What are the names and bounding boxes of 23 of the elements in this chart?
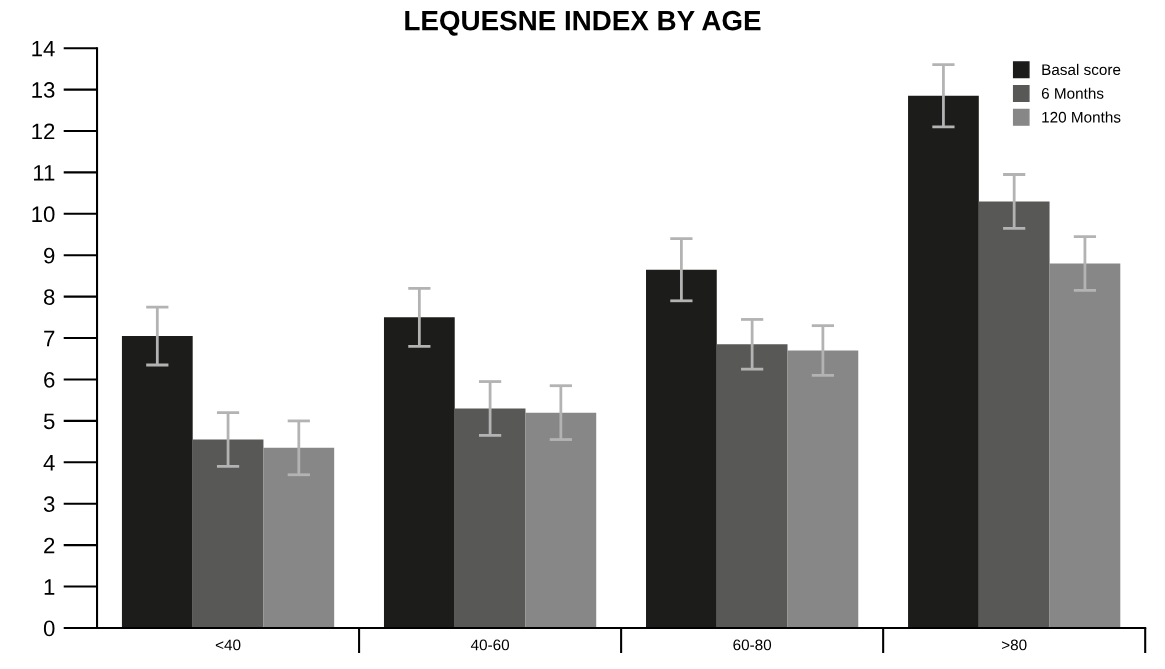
x-tick-label: >80 (1001, 639, 1027, 651)
y-tick-label: 3 (43, 496, 55, 513)
y-tick-label: 10 (32, 206, 55, 223)
chart-title: LEQUESNE INDEX BY AGE (405, 10, 761, 36)
legend-label: 6 Months (1041, 87, 1104, 99)
y-tick-label: 6 (44, 372, 55, 388)
y-tick-label: 8 (43, 289, 55, 305)
y-tick-label: 7 (44, 330, 55, 347)
y-tick-label: 14 (32, 40, 55, 57)
legend-label: 120 Months (1042, 111, 1121, 123)
legend-label: Basal score (1042, 63, 1121, 76)
y-tick-label: 9 (44, 247, 55, 264)
y-tick-label: 12 (32, 123, 55, 140)
y-tick-label: 11 (34, 165, 55, 181)
y-tick-label: 4 (43, 455, 55, 471)
x-tick-label: 40-60 (470, 639, 510, 651)
x-tick-label: 60-80 (733, 639, 772, 651)
y-tick-label: 0 (43, 620, 55, 637)
y-tick-label: 5 (43, 413, 55, 430)
y-tick-label: 13 (32, 82, 55, 98)
y-tick-label: 2 (44, 537, 55, 554)
y-tick-label: 1 (44, 579, 55, 595)
x-tick-label: <40 (215, 639, 241, 651)
